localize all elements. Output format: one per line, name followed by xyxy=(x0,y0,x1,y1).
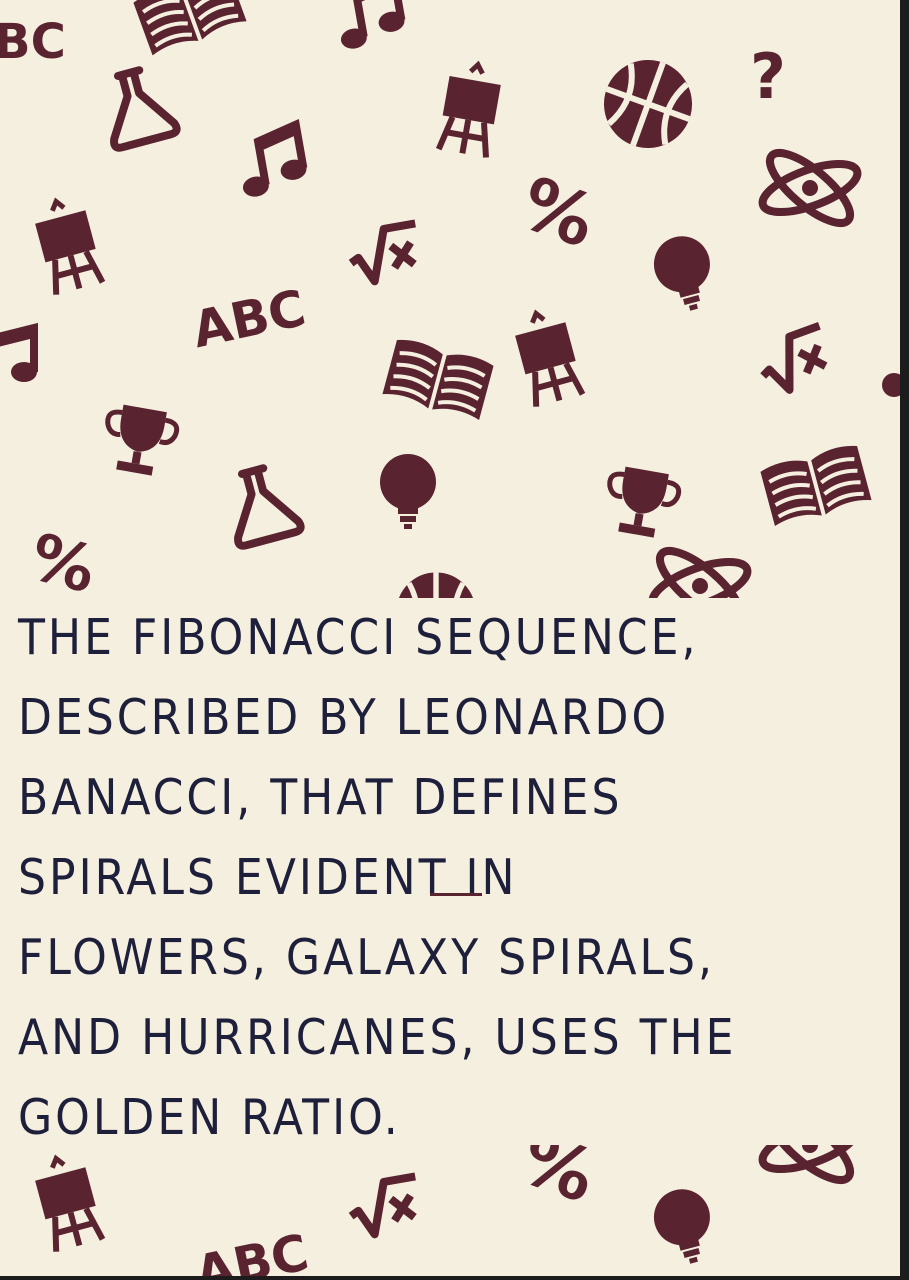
abc-text-icon: BC xyxy=(0,14,66,70)
music-note-icon xyxy=(0,328,37,392)
atom-icon xyxy=(757,142,863,234)
bottom-border xyxy=(0,1276,909,1280)
percent-icon: % xyxy=(22,520,103,598)
lightbulb-icon xyxy=(647,229,722,317)
underline-mark xyxy=(430,893,482,896)
pattern-bottom-svg: ABC % xyxy=(0,1145,900,1276)
square-root-icon xyxy=(754,326,837,397)
trophy-icon xyxy=(602,464,682,540)
fibonacci-caption: THE FIBONACCI SEQUENCE, DESCRIBED BY LEO… xyxy=(18,609,737,1146)
pattern-top-svg: BC ? ABC % % xyxy=(0,0,900,598)
square-root-icon xyxy=(346,223,424,284)
book-icon xyxy=(379,334,497,424)
lightbulb-icon xyxy=(647,1182,722,1270)
easel-icon xyxy=(511,307,585,407)
basketball-icon xyxy=(396,572,475,598)
right-border xyxy=(900,0,909,1280)
music-note-icon xyxy=(332,0,408,51)
book-icon xyxy=(130,0,250,60)
percent-icon: % xyxy=(510,160,607,264)
abc-text-icon: ABC xyxy=(187,279,310,359)
atom-icon xyxy=(647,540,753,598)
lightbulb-icon xyxy=(380,454,436,529)
dot-icon xyxy=(882,373,900,397)
easel-icon xyxy=(31,1152,105,1252)
book-icon xyxy=(757,440,875,530)
easel-icon xyxy=(437,60,504,158)
abc-text-icon: ABC xyxy=(190,1223,313,1276)
icon-pattern-top: BC ? ABC % % xyxy=(0,0,900,598)
flask-icon xyxy=(222,463,302,547)
icon-pattern-bottom: ABC % xyxy=(0,1145,900,1276)
square-root-icon xyxy=(346,1176,424,1237)
flask-icon xyxy=(98,65,178,149)
basketball-icon xyxy=(592,48,705,161)
question-mark-icon: ? xyxy=(750,40,786,113)
trophy-icon xyxy=(100,402,180,478)
caption-band xyxy=(0,598,900,1145)
music-note-icon xyxy=(234,124,310,198)
easel-icon xyxy=(31,195,105,295)
